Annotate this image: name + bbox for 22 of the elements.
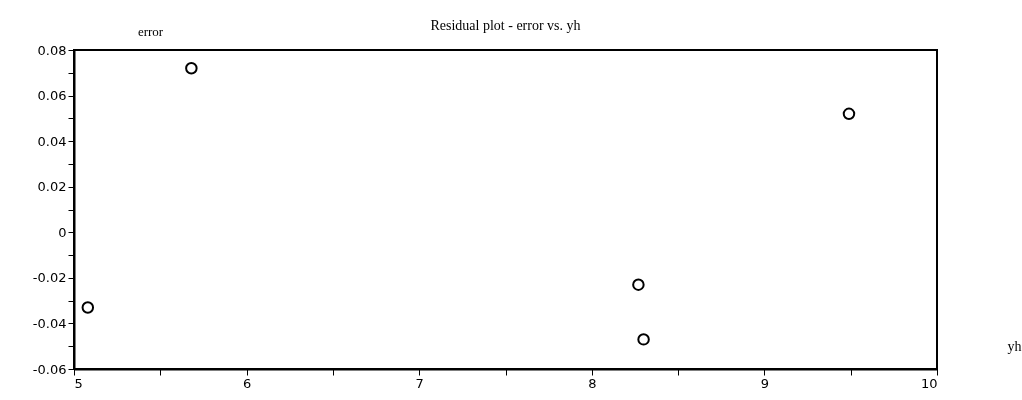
y-tick-label: -0.04	[32, 315, 67, 331]
point	[842, 107, 856, 121]
y-tick-label: -0.02	[32, 270, 67, 286]
y-tick-label: 0	[58, 224, 67, 240]
x-tick-label: 8	[588, 375, 597, 391]
y-tick-label: -0.06	[32, 361, 67, 377]
x-tick-label: 6	[242, 375, 252, 391]
y-axis-title: error	[137, 23, 164, 39]
point	[81, 301, 95, 314]
x-tick-label: 7	[415, 375, 424, 391]
x-axis-title: yh	[1007, 338, 1022, 354]
x-tick-label: 10	[920, 375, 938, 391]
y-tick-label: 0.04	[37, 133, 67, 149]
point	[632, 278, 645, 291]
y-tick-label: 0.08	[37, 42, 67, 58]
y-tick-label: 0.06	[37, 88, 67, 104]
point	[637, 333, 650, 346]
chart-title: Residual plot - error vs. yh	[430, 18, 581, 33]
x-tick-label: 9	[760, 375, 770, 391]
x-tick-label: 5	[74, 375, 83, 391]
y-tick-label: 0.02	[37, 179, 67, 195]
point	[185, 61, 198, 75]
